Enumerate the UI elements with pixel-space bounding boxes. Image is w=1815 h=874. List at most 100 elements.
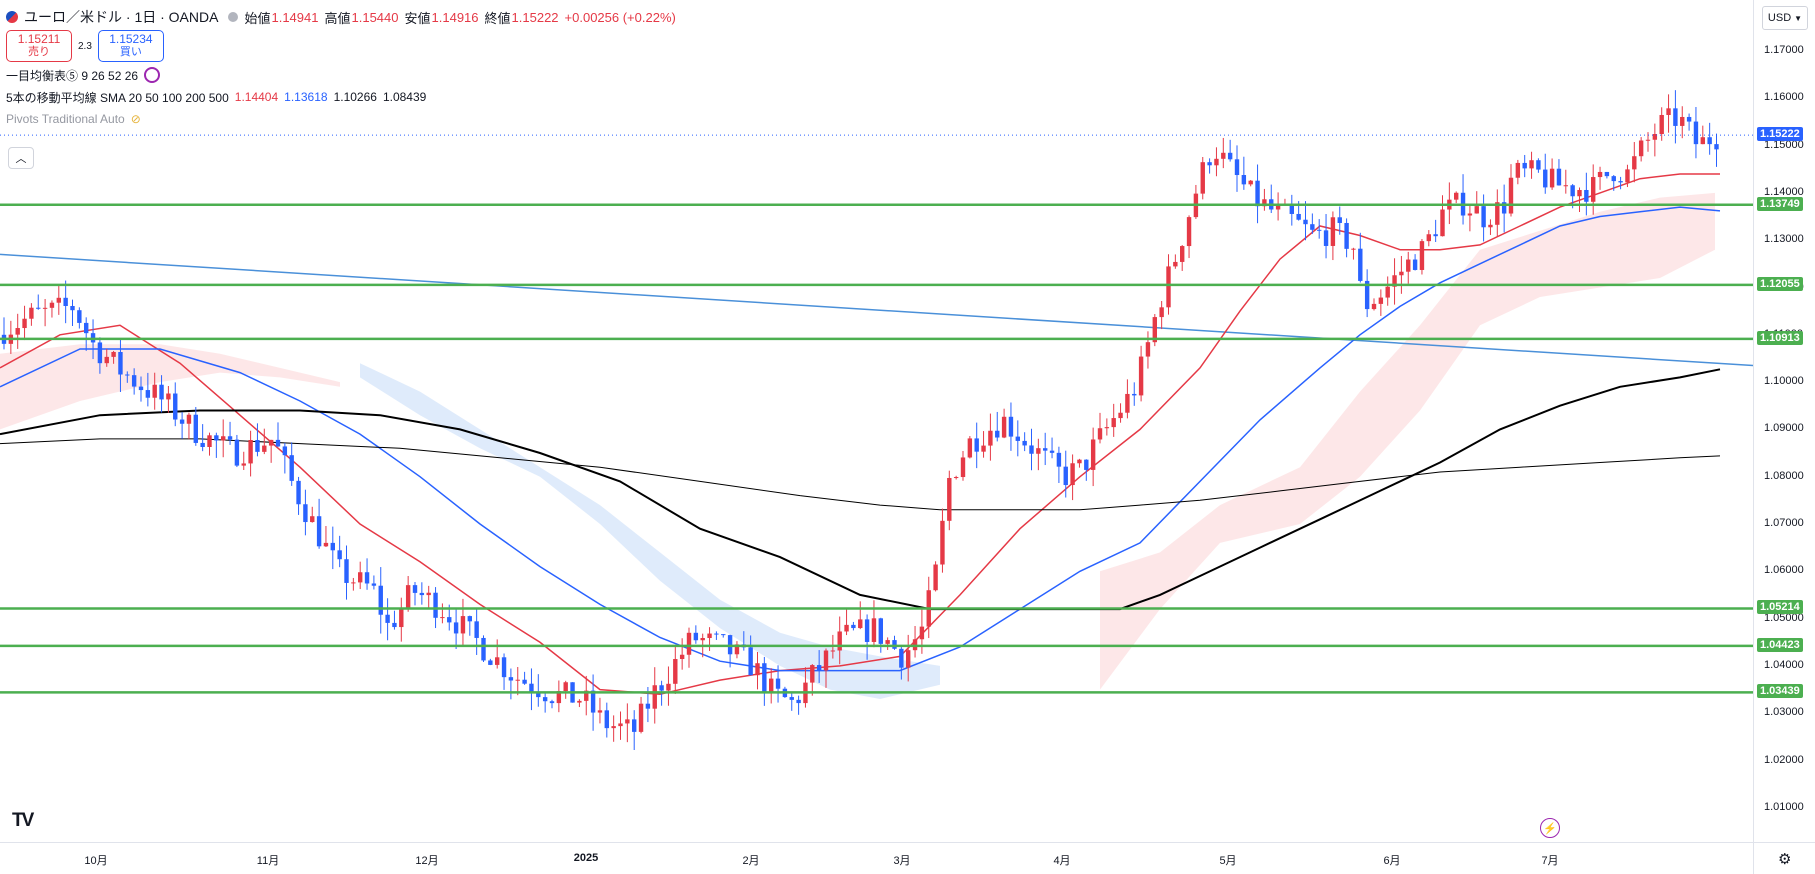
candle-body bbox=[851, 624, 856, 629]
candle-body bbox=[1049, 450, 1055, 453]
currency-button[interactable]: USD ▼ bbox=[1762, 6, 1808, 30]
tradingview-logo-icon[interactable]: TV bbox=[12, 810, 34, 831]
time-tick-label: 5月 bbox=[1219, 855, 1237, 867]
time-tick-label: 4月 bbox=[1053, 855, 1071, 867]
candle-body bbox=[830, 650, 836, 652]
candle-body bbox=[1638, 140, 1644, 157]
price-tick-label: 1.14000 bbox=[1764, 185, 1804, 198]
sell-label: 売り bbox=[28, 46, 50, 58]
candle-body bbox=[289, 455, 294, 481]
buy-button[interactable]: 1.15234 買い bbox=[97, 30, 164, 62]
candle-body bbox=[871, 618, 877, 642]
lightning-icon[interactable]: ⚡ bbox=[1540, 818, 1560, 838]
time-tick-label: 2月 bbox=[742, 855, 760, 867]
candle-body bbox=[1604, 171, 1610, 177]
candle-body bbox=[474, 621, 479, 638]
candle-body bbox=[1200, 162, 1205, 194]
candle-body bbox=[1275, 205, 1281, 210]
candle-body bbox=[1159, 307, 1164, 318]
candle-body bbox=[166, 393, 171, 400]
price-tick-label: 1.03000 bbox=[1764, 706, 1804, 719]
candle-body bbox=[1358, 248, 1363, 281]
pivots-row[interactable]: Pivots Traditional Auto ⊘ bbox=[6, 108, 676, 130]
time-axis[interactable]: 10月 11月 12月 2025 2月 3月 4月 5月 6月 7月 bbox=[0, 842, 1753, 874]
candle-body bbox=[1351, 248, 1356, 250]
candle-body bbox=[207, 435, 212, 447]
sell-button[interactable]: 1.15211 売り bbox=[6, 30, 72, 62]
price-tick-label: 1.04000 bbox=[1764, 658, 1804, 671]
candle-body bbox=[1330, 217, 1336, 246]
gear-icon[interactable]: ⚙ bbox=[1778, 851, 1792, 868]
sma-value-1: 1.14404 bbox=[234, 90, 279, 104]
level-price-badge: 1.05214 bbox=[1757, 600, 1803, 615]
price-axis[interactable]: USD ▼ 1.17000 1.16000 1.15000 1.14000 1.1300… bbox=[1753, 0, 1815, 842]
candle-body bbox=[405, 585, 411, 609]
chart-area[interactable]: ユーロ／米ドル · 1日 · OANDA 始値 1.14941 高値 1.15440… bbox=[0, 0, 1753, 842]
candle-body bbox=[1693, 121, 1699, 145]
candle-body bbox=[652, 685, 657, 709]
candle-body bbox=[1118, 412, 1123, 419]
candle-body bbox=[1214, 158, 1219, 166]
candle-body bbox=[70, 305, 75, 311]
price-tick-label: 1.08000 bbox=[1764, 469, 1804, 482]
candle-body bbox=[337, 550, 342, 560]
candle-body bbox=[645, 703, 651, 709]
collapse-legend-button[interactable]: ︿ bbox=[8, 147, 34, 169]
candle-body bbox=[241, 463, 246, 466]
sma-row[interactable]: 5本の移動平均線 SMA 20 50 100 200 500 1.14404 1… bbox=[6, 86, 676, 108]
candle-body bbox=[748, 647, 753, 676]
candle-body bbox=[282, 446, 288, 456]
candle-body bbox=[611, 726, 616, 729]
candle-body bbox=[125, 374, 130, 376]
level-price-badge: 1.12055 bbox=[1757, 276, 1803, 291]
price-chart[interactable] bbox=[0, 0, 1753, 842]
level-price-badge: 1.03439 bbox=[1757, 684, 1803, 699]
level-price-badge: 1.13749 bbox=[1757, 196, 1803, 211]
symbol-title[interactable]: ユーロ／米ドル · 1日 · OANDA bbox=[24, 9, 219, 25]
candle-body bbox=[995, 430, 1000, 438]
candle-body bbox=[1707, 137, 1712, 145]
candle-body bbox=[1317, 229, 1322, 231]
candle-body bbox=[769, 678, 774, 693]
candle-body bbox=[29, 307, 34, 319]
candle-body bbox=[1522, 162, 1527, 169]
candle-body bbox=[330, 542, 335, 551]
candle-body bbox=[1043, 448, 1048, 451]
candle-body bbox=[84, 322, 89, 334]
candle-body bbox=[36, 307, 41, 309]
candle-body bbox=[1364, 280, 1370, 310]
price-tick-label: 1.01000 bbox=[1764, 800, 1804, 813]
candle-body bbox=[1262, 199, 1267, 207]
sma-value-4: 1.08439 bbox=[382, 90, 427, 104]
candle-body bbox=[15, 328, 20, 335]
candle-body bbox=[906, 650, 911, 668]
candle-body bbox=[604, 710, 609, 729]
candle-body bbox=[296, 480, 301, 505]
candle-body bbox=[501, 657, 507, 678]
candle-body bbox=[1556, 168, 1562, 186]
loading-icon bbox=[144, 67, 161, 83]
candle-body bbox=[536, 691, 541, 698]
candle-body bbox=[173, 393, 178, 420]
candle-body bbox=[885, 640, 890, 644]
candle-body bbox=[111, 351, 116, 357]
candle-body bbox=[1036, 448, 1041, 454]
ichimoku-row[interactable]: 一目均衡表⑤ 9 26 52 26 bbox=[6, 64, 676, 86]
axis-settings-corner[interactable]: ⚙ bbox=[1753, 842, 1815, 874]
candle-body bbox=[1111, 418, 1116, 428]
price-tick-label: 1.09000 bbox=[1764, 422, 1804, 435]
candle-body bbox=[1529, 160, 1534, 169]
candle-body bbox=[1570, 185, 1575, 197]
candle-body bbox=[488, 660, 493, 665]
candle-body bbox=[878, 618, 883, 644]
candle-body bbox=[666, 683, 671, 691]
candle-body bbox=[460, 616, 466, 634]
candle-body bbox=[255, 440, 260, 452]
candle-body bbox=[1714, 144, 1719, 150]
price-tick-label: 1.05000 bbox=[1764, 611, 1804, 624]
trade-row: 1.15211 売り 2.3 1.15234 買い bbox=[6, 28, 676, 64]
buy-label: 買い bbox=[119, 46, 142, 58]
candle-body bbox=[858, 619, 863, 629]
sma20-line bbox=[0, 173, 1720, 696]
candle-body bbox=[1584, 189, 1589, 202]
